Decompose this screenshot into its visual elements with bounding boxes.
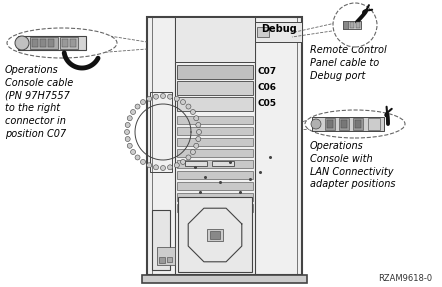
Text: C05: C05 xyxy=(257,100,276,108)
Bar xyxy=(177,138,253,146)
Circle shape xyxy=(191,110,195,115)
Circle shape xyxy=(141,100,145,104)
Circle shape xyxy=(186,155,191,160)
Bar xyxy=(177,193,253,201)
Text: C07: C07 xyxy=(257,67,276,77)
Circle shape xyxy=(130,150,136,154)
Bar xyxy=(368,118,380,130)
Bar xyxy=(159,257,165,263)
Text: Debug: Debug xyxy=(261,24,297,34)
Bar xyxy=(343,21,361,29)
Ellipse shape xyxy=(305,110,405,138)
Circle shape xyxy=(194,116,199,121)
Circle shape xyxy=(127,116,132,121)
Bar xyxy=(177,127,253,135)
Bar xyxy=(177,81,253,95)
Circle shape xyxy=(193,37,203,47)
Text: C06: C06 xyxy=(257,84,276,92)
Bar xyxy=(40,39,46,47)
Bar xyxy=(257,27,269,37)
Circle shape xyxy=(174,96,179,101)
Bar xyxy=(30,37,58,49)
Bar xyxy=(157,247,175,265)
Circle shape xyxy=(168,165,172,170)
Circle shape xyxy=(153,94,159,99)
Circle shape xyxy=(197,129,202,135)
Bar xyxy=(210,231,220,239)
Bar xyxy=(341,120,347,128)
Circle shape xyxy=(125,123,130,127)
Circle shape xyxy=(153,165,159,170)
Bar xyxy=(60,37,78,49)
Circle shape xyxy=(219,37,229,47)
Circle shape xyxy=(15,36,29,50)
Circle shape xyxy=(160,166,165,170)
Circle shape xyxy=(160,94,165,98)
Bar xyxy=(327,120,333,128)
Circle shape xyxy=(191,150,195,154)
Circle shape xyxy=(141,160,145,164)
Bar xyxy=(212,161,234,166)
Circle shape xyxy=(168,94,172,99)
Circle shape xyxy=(196,137,201,141)
Circle shape xyxy=(232,37,242,47)
Ellipse shape xyxy=(7,28,117,58)
Circle shape xyxy=(135,155,140,160)
Circle shape xyxy=(180,160,186,164)
Circle shape xyxy=(206,37,216,47)
Bar xyxy=(48,39,54,47)
Bar xyxy=(70,39,76,47)
Bar xyxy=(147,17,302,275)
Bar xyxy=(177,171,253,179)
Circle shape xyxy=(125,129,130,135)
Bar xyxy=(312,117,384,131)
Text: Operations
Console with
LAN Connectivity
adapter positions: Operations Console with LAN Connectivity… xyxy=(310,141,396,189)
Bar xyxy=(350,22,354,28)
Bar xyxy=(150,92,172,172)
Bar xyxy=(255,22,302,42)
Circle shape xyxy=(180,100,186,104)
Bar xyxy=(185,161,207,166)
Bar xyxy=(207,229,223,241)
Circle shape xyxy=(311,119,321,129)
Circle shape xyxy=(174,163,179,168)
Bar xyxy=(142,275,307,283)
Bar xyxy=(325,118,335,130)
Bar xyxy=(18,36,86,50)
Bar xyxy=(175,17,255,62)
Text: Operations
Console cable
(PN 97H7557
to the right
connector in
position C07: Operations Console cable (PN 97H7557 to … xyxy=(5,65,73,139)
Bar xyxy=(355,120,361,128)
Circle shape xyxy=(333,3,377,47)
Bar xyxy=(62,39,68,47)
Bar xyxy=(177,97,253,111)
Bar xyxy=(339,118,349,130)
Bar xyxy=(343,21,348,29)
Circle shape xyxy=(130,110,136,115)
Bar xyxy=(177,149,253,157)
Bar xyxy=(356,22,360,28)
Bar xyxy=(177,182,253,190)
Bar xyxy=(177,65,253,79)
Bar xyxy=(353,118,363,130)
Circle shape xyxy=(194,143,199,148)
Circle shape xyxy=(135,104,140,109)
Circle shape xyxy=(125,137,130,141)
Text: RZAM9618-0: RZAM9618-0 xyxy=(378,274,432,283)
Bar xyxy=(178,197,252,272)
Bar xyxy=(177,204,253,212)
Text: Remote Control
Panel cable to
Debug port: Remote Control Panel cable to Debug port xyxy=(310,45,387,81)
Circle shape xyxy=(196,123,201,127)
Bar xyxy=(177,116,253,124)
Bar xyxy=(177,160,253,168)
Circle shape xyxy=(147,96,152,101)
Bar xyxy=(152,210,170,270)
Bar xyxy=(32,39,38,47)
Circle shape xyxy=(180,37,190,47)
Circle shape xyxy=(186,104,191,109)
Circle shape xyxy=(127,143,132,148)
Bar xyxy=(167,257,172,262)
Circle shape xyxy=(147,163,152,168)
